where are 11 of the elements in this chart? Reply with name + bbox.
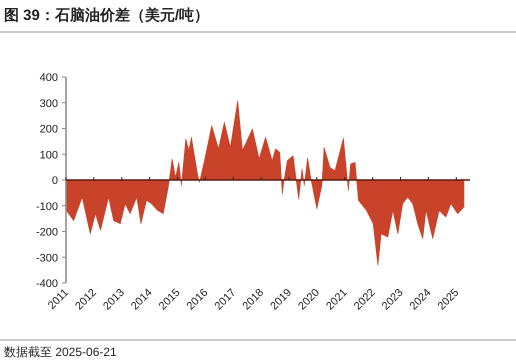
y-tick-label: 200: [40, 124, 58, 136]
y-tick-label: 100: [40, 149, 58, 162]
y-tick-label: 400: [40, 72, 58, 84]
y-tick-label: 300: [40, 98, 58, 110]
y-tick-label: -200: [36, 226, 58, 238]
y-tick-label: 0: [52, 175, 58, 187]
text: 数据截至 2025-06-21: [4, 345, 118, 359]
chart-title: 图 39：石脑油价差（美元/吨）: [4, 6, 210, 24]
y-tick-label: -300: [36, 252, 58, 264]
y-tick-label: -100: [36, 200, 58, 213]
y-tick-label: -400: [36, 278, 58, 290]
